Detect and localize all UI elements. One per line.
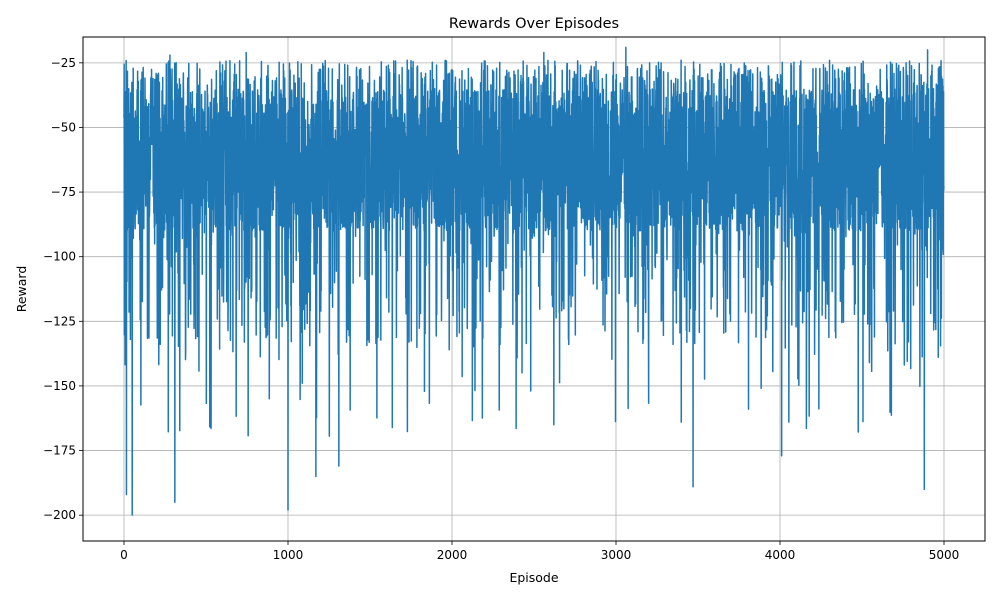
series-layer xyxy=(123,46,945,516)
x-axis-label: Episode xyxy=(509,570,558,585)
x-tick-label: 3000 xyxy=(601,548,632,562)
axis-ticks: 0 1000 2000 3000 4000 5000 −25 −50 −75 −100 −125 −1… xyxy=(43,56,959,562)
y-tick-label: −175 xyxy=(43,444,76,458)
x-tick-label: 2000 xyxy=(437,548,468,562)
plot-frame xyxy=(82,36,986,542)
y-axis-label: Reward xyxy=(14,266,29,313)
y-tick-label: −75 xyxy=(51,185,76,199)
y-tick-label: −100 xyxy=(43,250,76,264)
reward-series-line xyxy=(123,46,945,516)
y-tick-label: −150 xyxy=(43,379,76,393)
x-tick-label: 1000 xyxy=(273,548,304,562)
y-tick-label: −50 xyxy=(51,120,76,134)
y-tick-label: −200 xyxy=(43,508,76,522)
chart-title: Rewards Over Episodes xyxy=(449,16,619,32)
x-tick-label: 0 xyxy=(120,548,128,562)
y-tick-label: −25 xyxy=(51,56,76,70)
x-tick-label: 5000 xyxy=(929,548,960,562)
y-tick-label: −125 xyxy=(43,314,76,328)
x-tick-label: 4000 xyxy=(765,548,796,562)
